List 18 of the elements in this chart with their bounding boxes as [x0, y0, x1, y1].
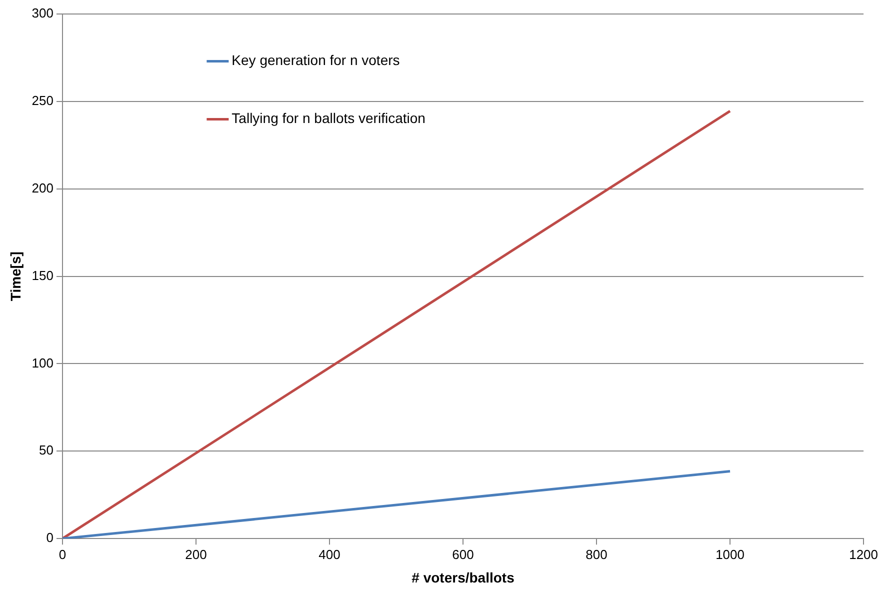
y-tick-label: 100: [32, 355, 54, 370]
x-tick-label: 200: [185, 546, 207, 562]
y-tick-label: 50: [39, 442, 54, 458]
x-tick-label: 800: [586, 546, 608, 562]
x-tick-label: 600: [452, 546, 474, 562]
legend-label: Key generation for n voters: [232, 52, 400, 68]
x-tick-label: 0: [58, 546, 66, 562]
y-tick-label: 250: [32, 93, 54, 108]
y-axis-title: Time[s]: [7, 252, 24, 302]
x-axis-title: # voters/ballots: [412, 569, 515, 586]
legend-label: Tallying for n ballots verification: [232, 110, 426, 126]
x-tick-label: 400: [318, 546, 340, 562]
x-tick-label: 1200: [849, 546, 878, 562]
y-tick-label: 300: [32, 6, 54, 21]
y-tick-label: 200: [32, 180, 54, 196]
y-tick-label: 0: [46, 530, 54, 546]
x-tick-label: 1000: [716, 546, 744, 562]
y-tick-label: 150: [32, 268, 54, 283]
